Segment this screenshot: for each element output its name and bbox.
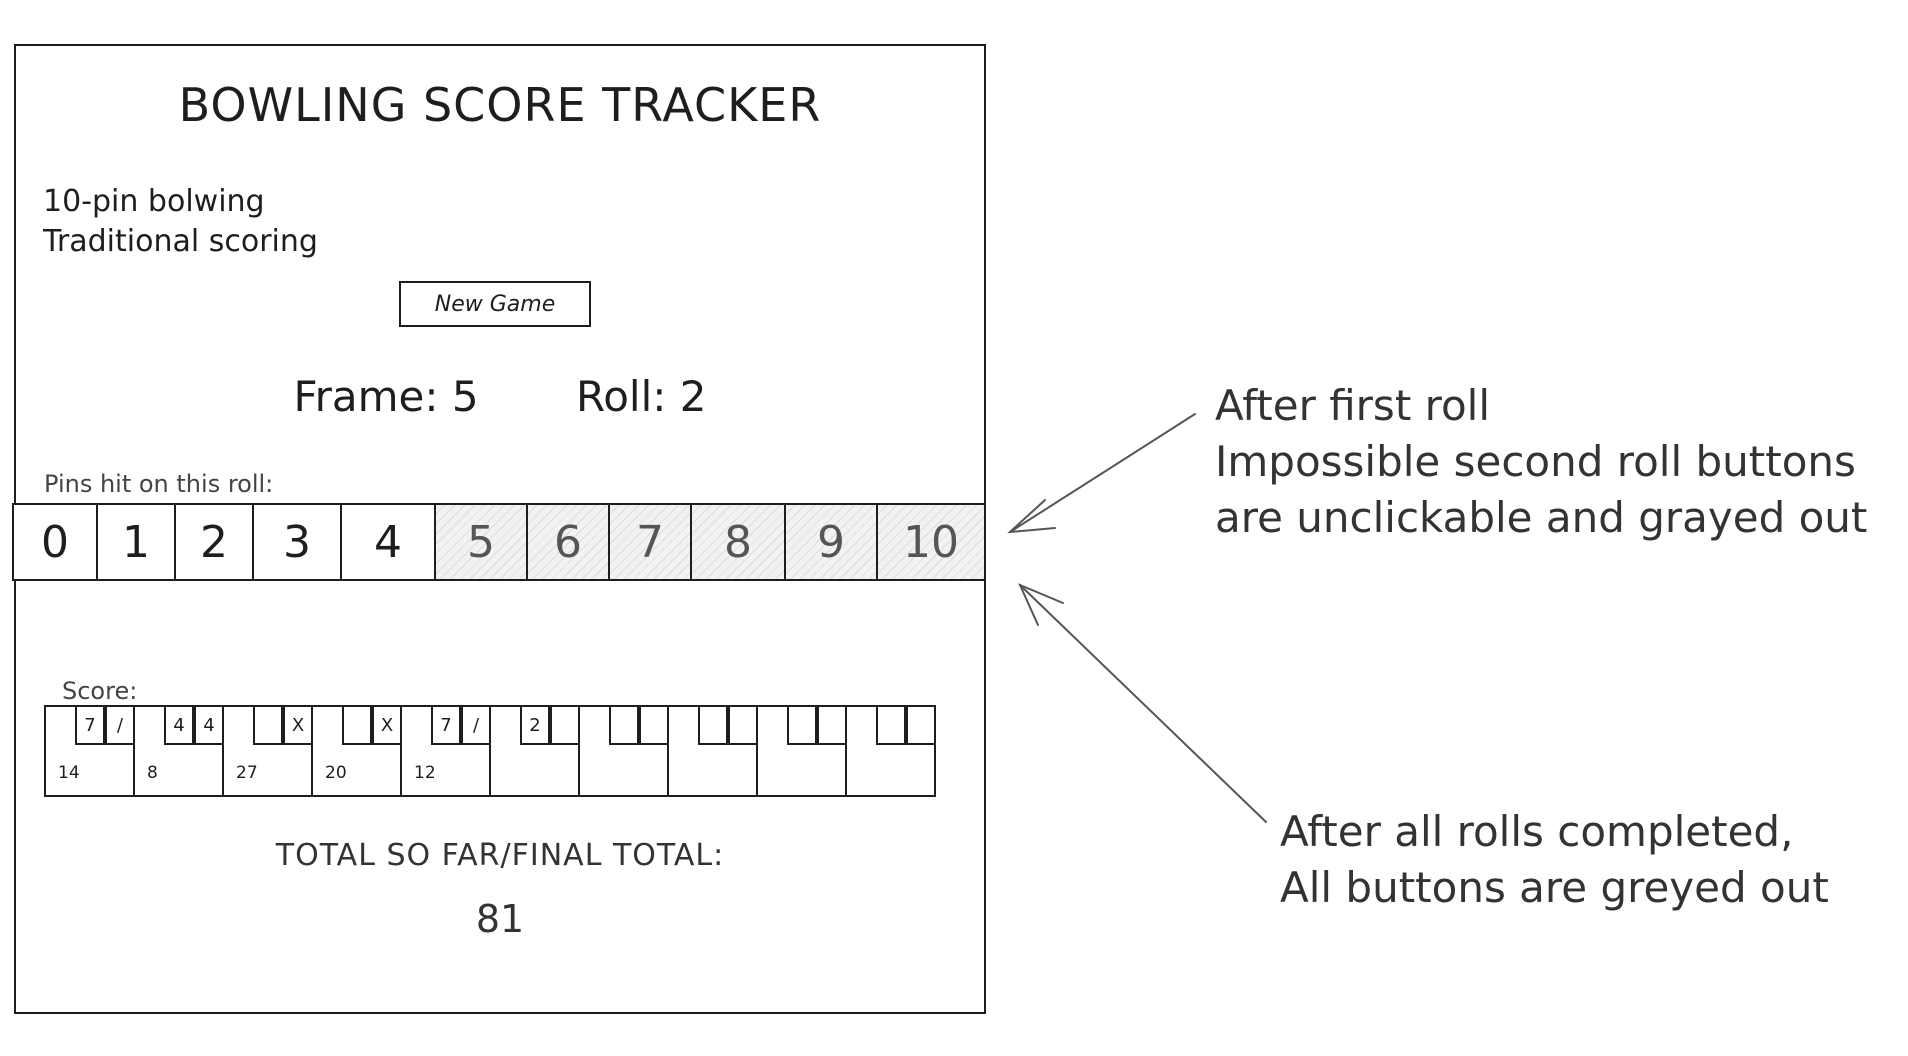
total-score-value: 81 <box>475 897 525 941</box>
score-frame-9 <box>756 705 847 797</box>
score-frame-6: 2 <box>489 705 580 797</box>
score-frame-1: 7 / 14 <box>44 705 135 797</box>
arrow-line-1 <box>1009 413 1196 533</box>
scoreboard: 7 / 14 4 4 8 X 27 X 20 7 / 12 2 <box>44 705 936 797</box>
pin-button-1[interactable]: 1 <box>96 503 176 581</box>
page-title: BOWLING SCORE TRACKER <box>178 78 822 132</box>
pins-label: Pins hit on this roll: <box>44 470 274 498</box>
annotation-line: are unclickable and grayed out <box>1215 493 1868 542</box>
annotation-after-all-rolls: After all rolls completed, All buttons a… <box>1280 804 1829 916</box>
game-mode-info: 10-pin bolwing Traditional scoring <box>43 182 318 262</box>
pin-button-4[interactable]: 4 <box>340 503 436 581</box>
frame-roll-1 <box>609 705 639 745</box>
frame-roll-1 <box>253 705 283 745</box>
score-frame-4: X 20 <box>311 705 402 797</box>
arrow-line-2 <box>1019 584 1267 823</box>
frame-roll-1 <box>698 705 728 745</box>
frame-total: 20 <box>325 763 347 783</box>
pin-buttons-row: 0 1 2 3 4 5 6 7 8 9 10 <box>12 503 986 581</box>
pin-button-10: 10 <box>876 503 986 581</box>
score-frame-7 <box>578 705 669 797</box>
pin-button-7: 7 <box>608 503 692 581</box>
game-status: Frame: 5 Roll: 2 <box>14 372 986 421</box>
frame-roll-1: 4 <box>164 705 194 745</box>
frame-roll-2 <box>906 705 936 745</box>
frame-roll-1 <box>342 705 372 745</box>
annotation-line: Impossible second roll buttons <box>1215 437 1856 486</box>
game-type-label: 10-pin bolwing <box>43 184 265 219</box>
arrow-head-1 <box>1007 499 1056 534</box>
annotation-line: After all rolls completed, <box>1280 807 1794 856</box>
frame-roll-1: 7 <box>431 705 461 745</box>
score-frame-10 <box>845 705 936 797</box>
frame-total: 12 <box>414 763 436 783</box>
pin-button-6: 6 <box>526 503 610 581</box>
total-label: TOTAL SO FAR/FINAL TOTAL: <box>275 838 725 873</box>
frame-roll-1 <box>787 705 817 745</box>
frame-total: 14 <box>58 763 80 783</box>
frame-indicator: Frame: 5 <box>293 372 479 421</box>
annotation-line: After first roll <box>1215 381 1491 430</box>
score-frame-5: 7 / 12 <box>400 705 491 797</box>
annotation-line: All buttons are greyed out <box>1280 863 1829 912</box>
score-label: Score: <box>62 677 138 705</box>
new-game-button[interactable]: New Game <box>399 281 591 327</box>
arrow-head-2 <box>1018 583 1064 626</box>
roll-indicator: Roll: 2 <box>575 372 707 421</box>
score-frame-3: X 27 <box>222 705 313 797</box>
scoring-type-label: Traditional scoring <box>43 224 318 259</box>
frame-roll-1: 2 <box>520 705 550 745</box>
pin-button-5: 5 <box>434 503 528 581</box>
frame-roll-1 <box>876 705 906 745</box>
frame-total: 27 <box>236 763 258 783</box>
annotation-after-first-roll: After first roll Impossible second roll … <box>1215 378 1867 546</box>
frame-total: 8 <box>147 763 158 783</box>
frame-roll-1: 7 <box>75 705 105 745</box>
